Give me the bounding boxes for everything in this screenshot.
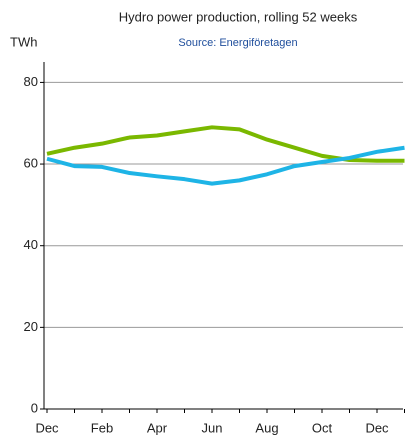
- x-tick-label: Dec: [35, 420, 59, 435]
- y-tick-label: 0: [31, 400, 38, 415]
- x-tick-label: Oct: [312, 420, 333, 435]
- y-axis-label: TWh: [10, 34, 37, 49]
- x-tick-label: Feb: [91, 420, 113, 435]
- data-line: [46, 145, 405, 186]
- y-tick-label: 80: [24, 74, 38, 89]
- x-tick-label: Jun: [202, 420, 223, 435]
- x-tick-label: Dec: [365, 420, 389, 435]
- x-tick-label: Apr: [147, 420, 168, 435]
- y-tick-label: 20: [24, 319, 38, 334]
- y-tick-label: 60: [24, 155, 38, 170]
- chart-title: Hydro power production, rolling 52 weeks: [119, 9, 358, 24]
- y-tick-label: 40: [24, 237, 38, 252]
- x-tick-label: Aug: [255, 420, 278, 435]
- chart-subtitle: Source: Energiföretagen: [178, 37, 297, 49]
